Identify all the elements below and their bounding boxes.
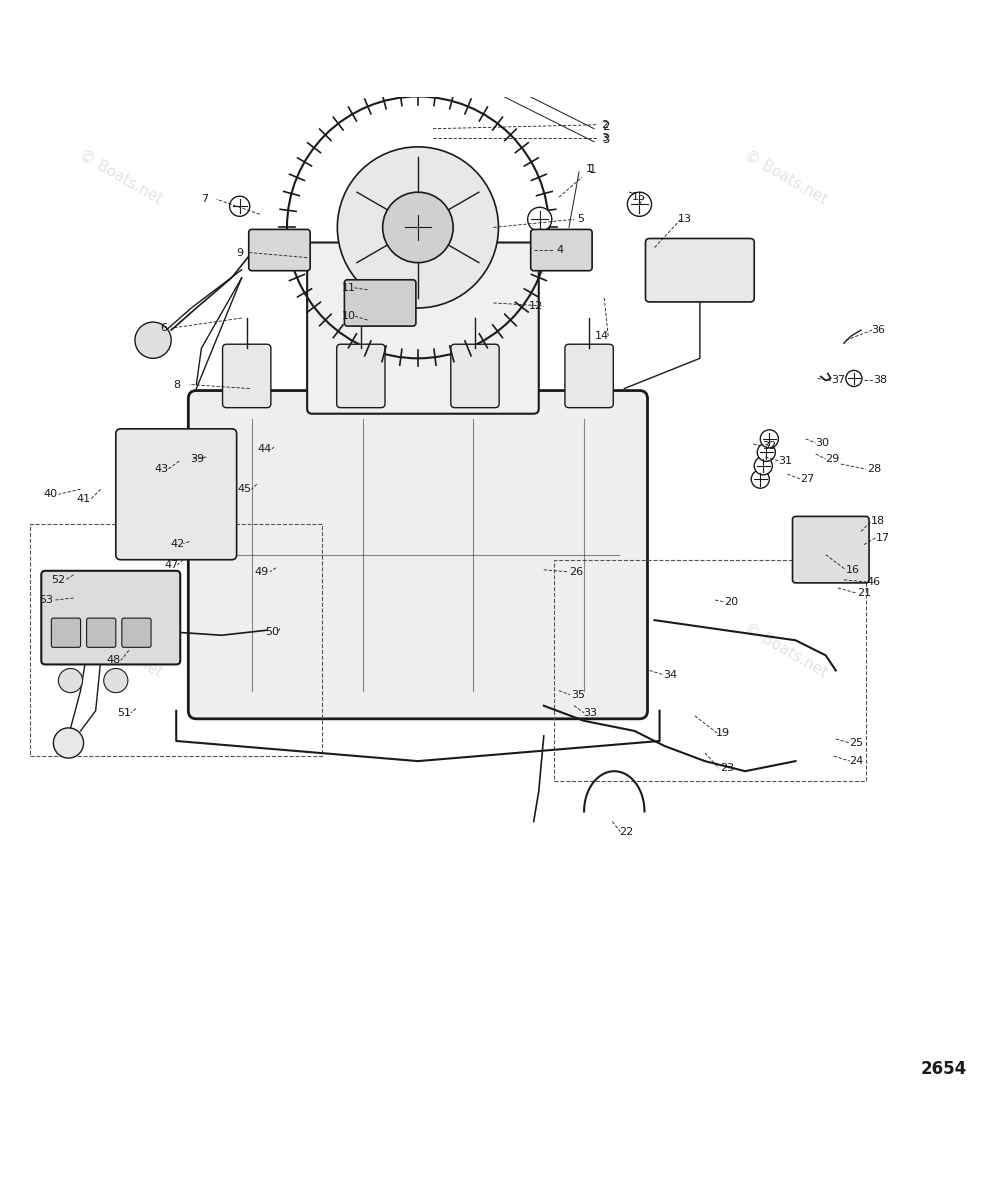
Text: 20: 20 [724, 598, 738, 607]
FancyBboxPatch shape [249, 229, 310, 271]
Text: © Boats.net: © Boats.net [741, 148, 830, 206]
Text: 17: 17 [876, 533, 890, 542]
Text: 38: 38 [873, 376, 887, 385]
Circle shape [337, 146, 498, 308]
Text: 40: 40 [43, 490, 57, 499]
Circle shape [757, 443, 775, 461]
Circle shape [230, 196, 250, 216]
Text: 2: 2 [602, 120, 609, 133]
Text: 35: 35 [571, 690, 585, 700]
Text: 31: 31 [778, 456, 793, 466]
Bar [554, 559, 866, 781]
Circle shape [58, 668, 83, 692]
Text: 48: 48 [107, 655, 121, 666]
Text: 50: 50 [265, 628, 279, 637]
Text: 3: 3 [601, 133, 607, 143]
FancyBboxPatch shape [116, 428, 237, 559]
Text: 32: 32 [762, 440, 776, 451]
FancyBboxPatch shape [51, 618, 81, 647]
Text: 13: 13 [678, 215, 692, 224]
Text: 43: 43 [154, 464, 168, 474]
FancyBboxPatch shape [793, 516, 869, 583]
FancyBboxPatch shape [87, 618, 116, 647]
Text: 4: 4 [556, 245, 564, 254]
Text: 45: 45 [238, 485, 252, 494]
Text: 28: 28 [867, 464, 881, 474]
Text: 41: 41 [77, 494, 91, 504]
Text: 1: 1 [589, 162, 596, 175]
Text: 7: 7 [200, 194, 208, 204]
Text: 42: 42 [170, 539, 184, 548]
Text: 33: 33 [583, 708, 597, 718]
FancyBboxPatch shape [223, 344, 271, 408]
FancyBboxPatch shape [565, 344, 613, 408]
Text: 3: 3 [602, 133, 609, 146]
Circle shape [751, 470, 769, 488]
FancyBboxPatch shape [188, 390, 648, 719]
FancyBboxPatch shape [645, 239, 754, 302]
FancyBboxPatch shape [336, 344, 385, 408]
Circle shape [846, 371, 862, 386]
Text: 51: 51 [117, 708, 131, 718]
Text: 27: 27 [801, 474, 815, 484]
Text: 25: 25 [849, 738, 863, 748]
Text: 52: 52 [51, 575, 65, 584]
Text: 14: 14 [595, 331, 609, 341]
Text: 46: 46 [866, 577, 880, 587]
Text: 29: 29 [825, 454, 839, 464]
Text: © Boats.net: © Boats.net [77, 620, 165, 680]
Text: 49: 49 [255, 566, 269, 577]
Text: 22: 22 [619, 827, 633, 836]
Text: 9: 9 [236, 247, 244, 258]
Text: 16: 16 [846, 565, 860, 575]
Circle shape [760, 430, 778, 448]
FancyBboxPatch shape [122, 618, 151, 647]
Text: 8: 8 [173, 379, 181, 390]
Circle shape [383, 192, 453, 263]
Text: 12: 12 [529, 301, 543, 311]
Text: 18: 18 [871, 516, 885, 527]
FancyBboxPatch shape [451, 344, 499, 408]
Text: 37: 37 [831, 376, 845, 385]
Text: 23: 23 [720, 763, 734, 773]
Circle shape [528, 208, 552, 232]
Text: 10: 10 [341, 311, 355, 322]
Bar [30, 524, 322, 756]
Text: 34: 34 [664, 670, 678, 679]
FancyBboxPatch shape [41, 571, 180, 665]
Text: 44: 44 [258, 444, 272, 454]
Circle shape [754, 457, 772, 475]
Text: 5: 5 [578, 215, 584, 224]
Text: 30: 30 [815, 438, 829, 448]
Circle shape [400, 35, 436, 71]
FancyBboxPatch shape [307, 242, 539, 414]
Text: 2: 2 [600, 120, 608, 130]
Circle shape [53, 728, 84, 758]
Circle shape [400, 209, 436, 246]
Text: 21: 21 [857, 588, 871, 598]
Text: 6: 6 [161, 323, 167, 334]
Text: 53: 53 [39, 595, 53, 605]
Text: 15: 15 [631, 192, 645, 202]
Text: 24: 24 [849, 756, 863, 766]
FancyBboxPatch shape [344, 280, 416, 326]
Text: 19: 19 [716, 728, 730, 738]
Text: 11: 11 [341, 283, 355, 293]
FancyBboxPatch shape [531, 229, 592, 271]
Text: 26: 26 [569, 566, 583, 577]
Text: 39: 39 [190, 454, 204, 464]
Circle shape [104, 668, 128, 692]
Text: 47: 47 [164, 559, 178, 570]
Text: 1: 1 [586, 164, 592, 174]
Text: 2654: 2654 [920, 1061, 967, 1079]
Text: 36: 36 [871, 325, 885, 335]
Circle shape [627, 192, 652, 216]
Text: © Boats.net: © Boats.net [77, 148, 165, 206]
Circle shape [135, 322, 171, 359]
Text: © Boats.net: © Boats.net [741, 620, 830, 680]
